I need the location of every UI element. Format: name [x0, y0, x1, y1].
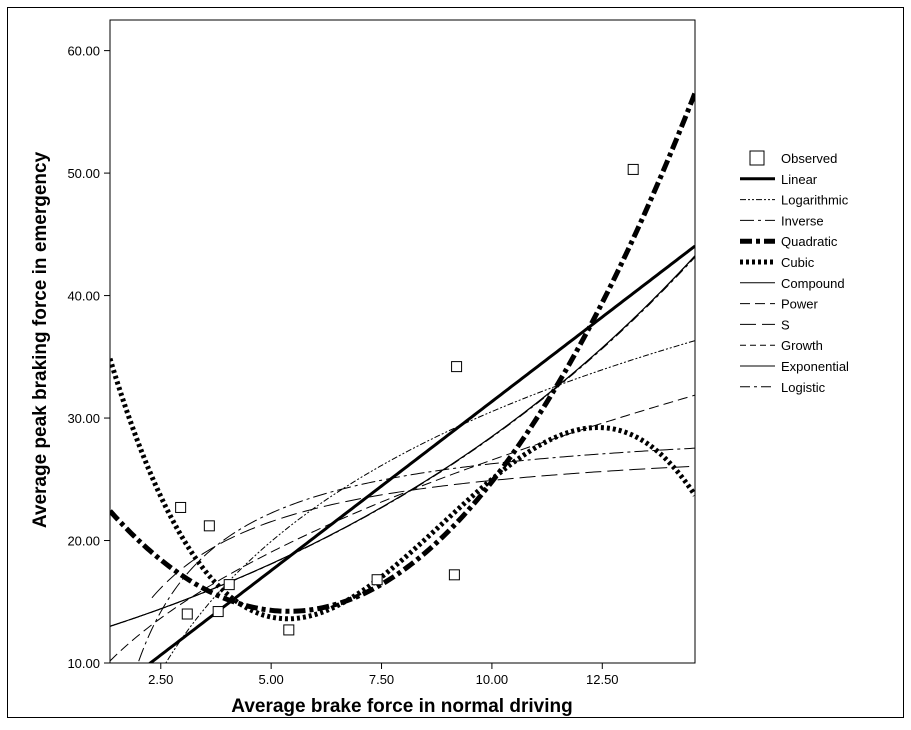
observed-point	[371, 574, 383, 586]
legend-item-cubic: Cubic	[740, 255, 815, 270]
curve-power	[110, 394, 695, 662]
legend-label-growth: Growth	[781, 338, 823, 353]
x-tick-label: 5.00	[258, 672, 283, 687]
curve-linear	[147, 244, 695, 663]
observed-point	[283, 624, 295, 636]
legend-item-exponential: Exponential	[740, 359, 849, 374]
curve-cubic	[110, 357, 695, 622]
observed-point	[448, 569, 460, 581]
observed-point	[627, 163, 639, 175]
legend-label-inverse: Inverse	[781, 213, 824, 228]
legend-item-observed: Observed	[749, 150, 837, 166]
legend-marker-observed	[749, 150, 765, 166]
observed-point	[223, 579, 235, 591]
points-layer	[175, 163, 639, 636]
y-tick-label: 10.00	[67, 656, 100, 671]
legend-label-quadratic: Quadratic	[781, 234, 838, 249]
legend-item-growth: Growth	[740, 338, 823, 353]
legend-item-compound: Compound	[740, 276, 845, 291]
y-axis-title: Average peak braking force in emergency	[30, 151, 51, 528]
legend-item-logarithmic: Logarithmic	[740, 193, 849, 208]
y-tick-label: 30.00	[67, 411, 100, 426]
legend-item-inverse: Inverse	[740, 213, 824, 228]
legend-item-logistic: Logistic	[740, 380, 826, 395]
legend-label-logistic: Logistic	[781, 380, 826, 395]
legend-label-s: S	[781, 317, 790, 332]
y-tick-label: 40.00	[67, 289, 100, 304]
legend-label-exponential: Exponential	[781, 359, 849, 374]
observed-point	[175, 501, 187, 513]
observed-point	[451, 361, 463, 373]
curve-inverse	[138, 447, 695, 662]
legend-item-s: S	[740, 317, 790, 332]
ticks-layer: 2.50 5.00 7.50 10.00 12.50 10.00 20.00 30.00 40.…	[67, 44, 618, 687]
legend: Observed Linear Logarithmic Inverse Quadrati…	[740, 150, 849, 395]
observed-point	[181, 608, 193, 620]
curve-logistic	[110, 256, 695, 627]
observed-point	[212, 606, 224, 618]
x-tick-label: 10.00	[476, 672, 509, 687]
legend-item-quadratic: Quadratic	[740, 234, 838, 249]
observed-point	[203, 520, 215, 532]
y-tick-label: 60.00	[67, 44, 100, 59]
y-tick-label: 50.00	[67, 166, 100, 181]
x-tick-label: 12.50	[586, 672, 619, 687]
x-tick-label: 7.50	[369, 672, 394, 687]
legend-item-power: Power	[740, 297, 819, 312]
legend-item-linear: Linear	[740, 172, 818, 187]
x-tick-label: 2.50	[148, 672, 173, 687]
legend-label-cubic: Cubic	[781, 255, 815, 270]
legend-label-power: Power	[781, 297, 819, 312]
plot-frame	[109, 19, 696, 664]
x-axis-title: Average brake force in normal driving	[231, 696, 572, 717]
legend-label-logarithmic: Logarithmic	[781, 193, 849, 208]
legend-label-compound: Compound	[781, 276, 845, 291]
y-tick-label: 20.00	[67, 534, 100, 549]
legend-label-observed: Observed	[781, 151, 837, 166]
legend-label-linear: Linear	[781, 172, 818, 187]
curve-s	[151, 465, 695, 599]
